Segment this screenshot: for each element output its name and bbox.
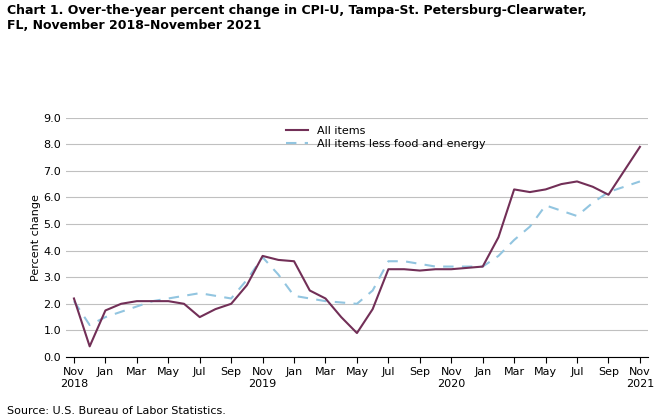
All items <box>306 288 314 293</box>
All items <box>479 264 486 269</box>
All items less food and energy <box>258 255 266 260</box>
All items less food and energy <box>463 264 471 269</box>
All items less food and energy <box>212 293 219 298</box>
All items less food and energy <box>605 189 613 194</box>
All items <box>290 259 298 264</box>
All items <box>620 168 628 173</box>
All items less food and energy <box>321 299 329 304</box>
All items <box>447 267 455 272</box>
Text: Source: U.S. Bureau of Labor Statistics.: Source: U.S. Bureau of Labor Statistics. <box>7 406 225 416</box>
All items less food and energy <box>447 264 455 269</box>
All items less food and energy <box>353 301 361 306</box>
All items <box>101 308 109 313</box>
All items less food and energy <box>589 200 597 205</box>
All items less food and energy <box>385 259 393 264</box>
All items <box>196 315 204 320</box>
Y-axis label: Percent change: Percent change <box>30 194 41 281</box>
Line: All items less food and energy: All items less food and energy <box>74 181 640 325</box>
All items <box>369 307 377 312</box>
All items less food and energy <box>70 299 78 304</box>
All items <box>494 235 502 240</box>
All items <box>589 184 597 189</box>
All items less food and energy <box>573 213 581 218</box>
All items <box>86 344 94 349</box>
All items less food and energy <box>180 293 188 298</box>
All items less food and energy <box>526 224 534 229</box>
All items <box>573 179 581 184</box>
All items less food and energy <box>101 315 109 320</box>
Line: All items: All items <box>74 147 640 346</box>
All items less food and energy <box>149 299 157 304</box>
Legend: All items, All items less food and energy: All items, All items less food and energ… <box>286 126 486 149</box>
All items <box>165 299 173 304</box>
All items <box>212 307 219 312</box>
All items less food and energy <box>479 264 486 269</box>
All items <box>400 267 408 272</box>
All items less food and energy <box>494 253 502 258</box>
All items less food and energy <box>227 296 235 301</box>
All items less food and energy <box>337 300 345 305</box>
All items less food and energy <box>306 296 314 301</box>
All items less food and energy <box>243 277 251 282</box>
All items less food and energy <box>290 293 298 298</box>
All items less food and energy <box>274 272 282 277</box>
All items <box>463 265 471 270</box>
All items less food and energy <box>165 296 173 301</box>
All items less food and energy <box>620 184 628 189</box>
All items <box>557 181 565 186</box>
All items <box>605 192 613 197</box>
All items <box>149 299 157 304</box>
All items less food and energy <box>432 264 440 269</box>
All items <box>117 301 125 306</box>
All items <box>432 267 440 272</box>
All items less food and energy <box>196 291 204 296</box>
All items <box>353 331 361 336</box>
All items <box>541 187 549 192</box>
All items less food and energy <box>400 259 408 264</box>
All items <box>258 253 266 258</box>
All items <box>385 267 393 272</box>
All items less food and energy <box>86 323 94 328</box>
All items less food and energy <box>117 309 125 314</box>
All items <box>510 187 518 192</box>
All items less food and energy <box>557 208 565 213</box>
All items <box>243 283 251 288</box>
All items <box>180 301 188 306</box>
All items <box>416 268 424 273</box>
All items <box>526 189 534 194</box>
All items <box>227 301 235 306</box>
All items <box>337 315 345 320</box>
All items <box>321 296 329 301</box>
All items less food and energy <box>541 203 549 208</box>
All items less food and energy <box>369 288 377 293</box>
All items <box>70 296 78 301</box>
All items less food and energy <box>133 304 141 309</box>
All items less food and energy <box>416 261 424 266</box>
Text: Chart 1. Over-the-year percent change in CPI-U, Tampa-St. Petersburg-Clearwater,: Chart 1. Over-the-year percent change in… <box>7 4 586 32</box>
All items <box>133 299 141 304</box>
All items less food and energy <box>636 179 644 184</box>
All items <box>636 144 644 150</box>
All items less food and energy <box>510 237 518 242</box>
All items <box>274 257 282 262</box>
